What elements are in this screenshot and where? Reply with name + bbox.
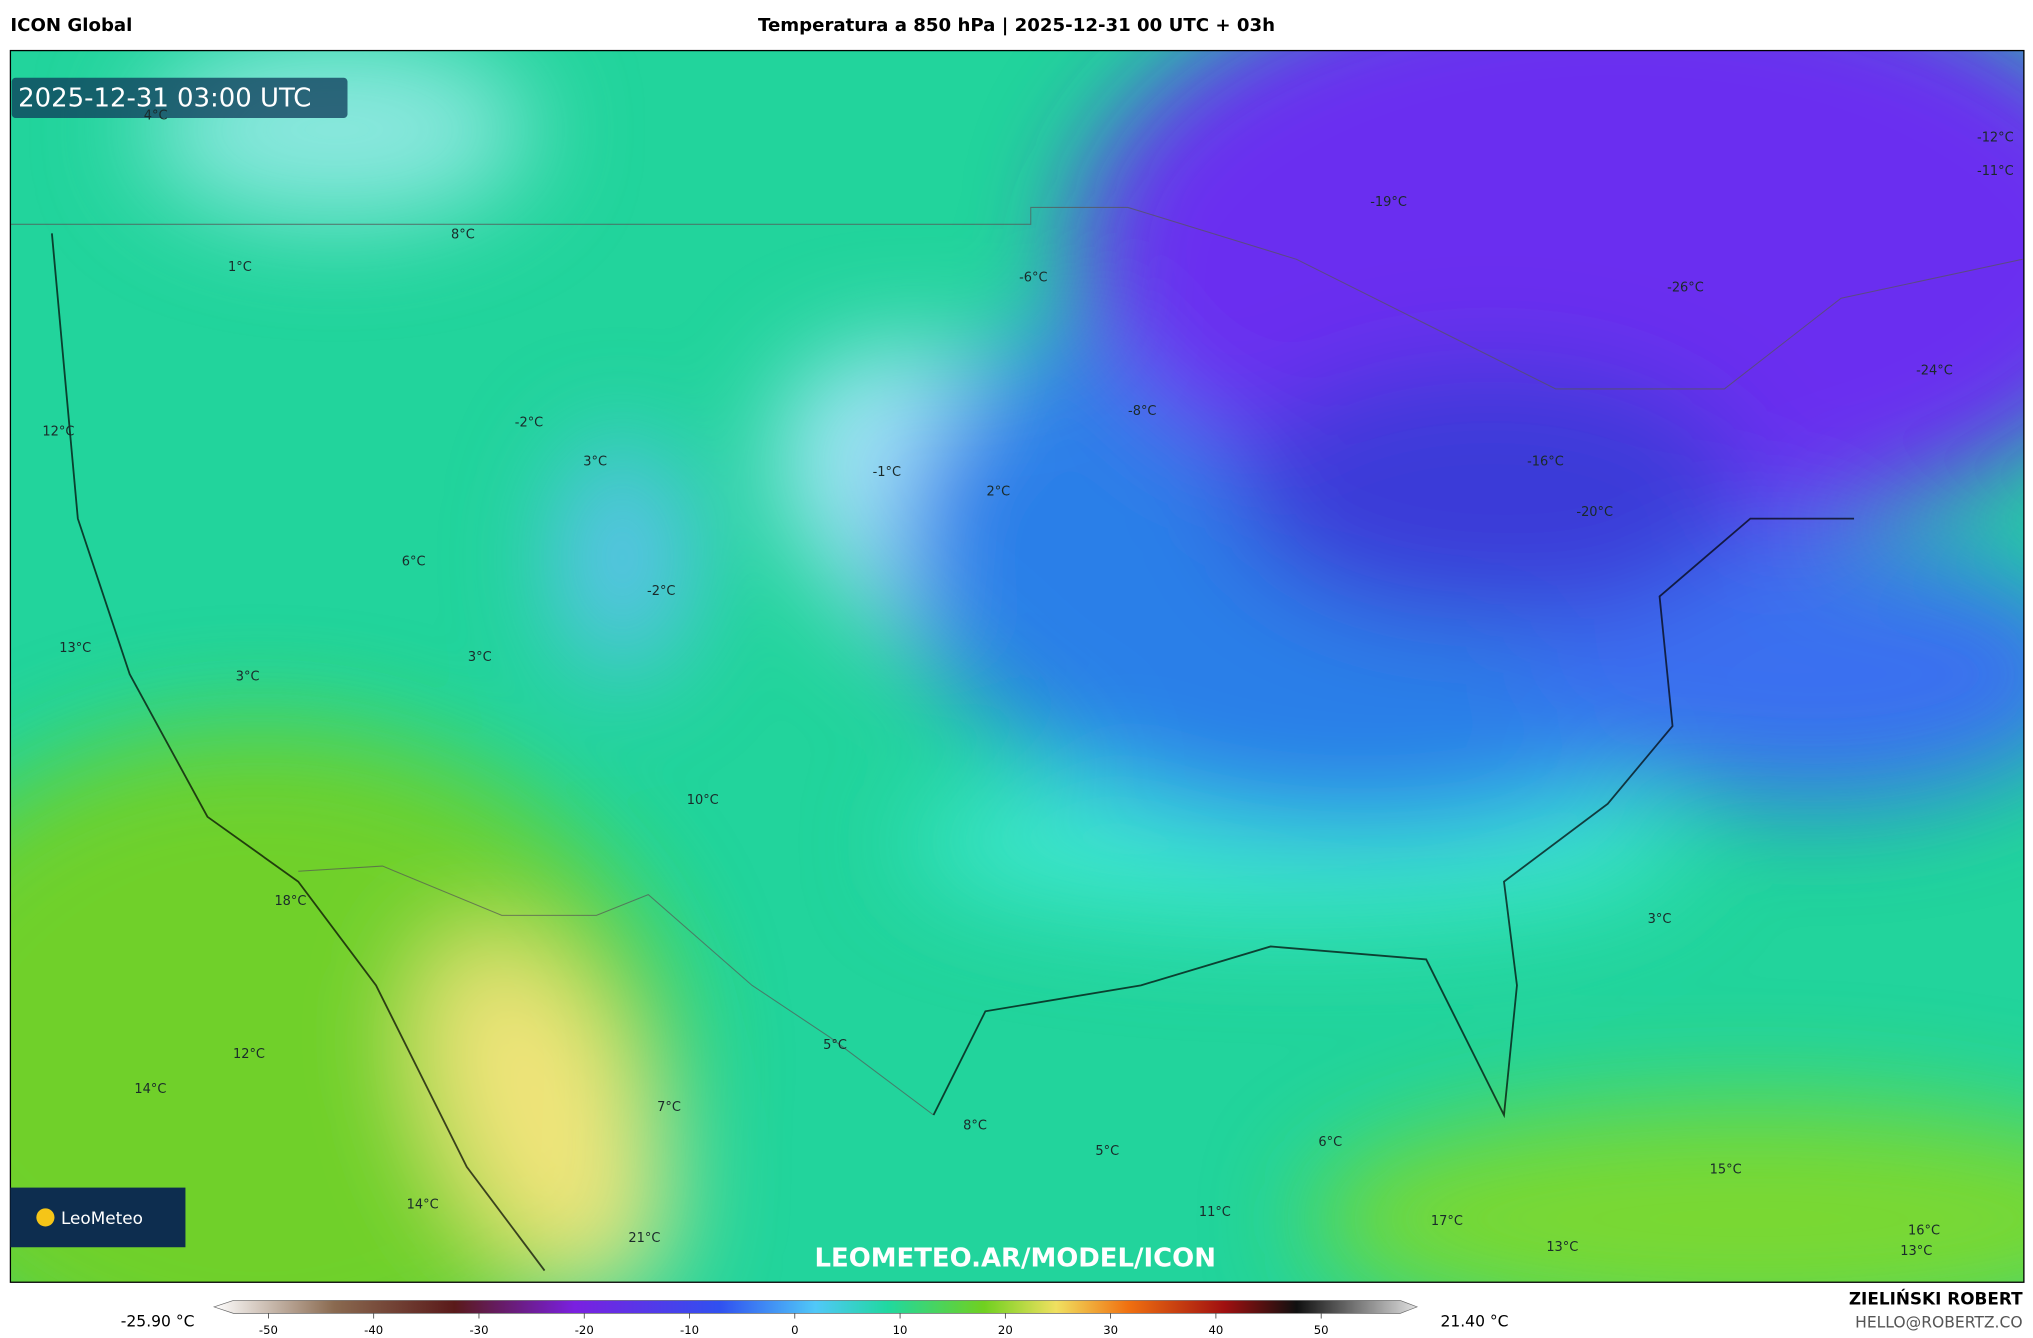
- temperature-label: 17°C: [1431, 1214, 1463, 1229]
- borders: [10, 206, 2023, 1272]
- temperature-label: 13°C: [1546, 1240, 1578, 1255]
- colorbar-tick-label: 10: [893, 1323, 908, 1337]
- timestamp: 2025-12-31 03:00 UTC: [18, 83, 311, 113]
- temperature-label: -19°C: [1370, 195, 1407, 210]
- temperature-label: 8°C: [963, 1118, 987, 1133]
- temperature-label: 10°C: [687, 793, 719, 808]
- temperature-label: 3°C: [583, 454, 607, 469]
- temperature-label: 14°C: [134, 1082, 166, 1097]
- cold-area: [1530, 544, 2024, 804]
- temperature-label: -12°C: [1977, 130, 2014, 145]
- temperature-label: 2°C: [986, 484, 1010, 499]
- temperature-label: 13°C: [1900, 1244, 1932, 1259]
- hot-area: [419, 933, 670, 1283]
- colorbar-tick-label: 50: [1314, 1323, 1329, 1337]
- timestamp-box: [11, 77, 348, 118]
- temperature-label: 5°C: [823, 1038, 847, 1053]
- colorbar-tick-label: 40: [1208, 1323, 1223, 1337]
- temperature-label: 13°C: [59, 641, 91, 656]
- temperature-label: -6°C: [1019, 270, 1047, 285]
- contact: HELLO@ROBERTZ.CO: [1855, 1314, 2022, 1332]
- watermark: LEOMETEO.AR/MODEL/ICON: [815, 1244, 1216, 1274]
- temperature-label: -26°C: [1667, 281, 1704, 296]
- temperature-label: 5°C: [1095, 1144, 1119, 1159]
- temperature-label: 3°C: [1648, 912, 1672, 927]
- colorbar: [212, 1300, 1419, 1314]
- temperature-label: 4°C: [144, 108, 168, 123]
- map-frame: [9, 49, 2025, 1283]
- colorbar-tick-label: -10: [680, 1323, 699, 1337]
- temperature-label: -1°C: [873, 465, 901, 480]
- colorbar-tick-label: -30: [469, 1323, 488, 1337]
- colorbar-tick-label: -20: [575, 1323, 594, 1337]
- border-line: [10, 206, 2023, 390]
- temperature-label: -11°C: [1977, 164, 2014, 179]
- temperature-label: -24°C: [1916, 364, 1953, 379]
- logo-sun: [36, 1208, 55, 1227]
- colorbar-tick-label: 30: [1103, 1323, 1118, 1337]
- coastline: [50, 233, 546, 1272]
- cool-area: [142, 50, 532, 221]
- colorbar-max: 21.40 °C: [1440, 1312, 1508, 1330]
- temperature-label: 21°C: [628, 1231, 660, 1246]
- temperature-label: 1°C: [228, 260, 252, 275]
- temperature-label: 6°C: [402, 554, 426, 569]
- temperature-label: 12°C: [42, 425, 74, 440]
- temperature-label: -16°C: [1527, 454, 1564, 469]
- temperature-labels: 4°C 8°C 1°C -2°C 3°C 12°C -1°C 2°C 6°C -2°C 13°C 3°…: [42, 108, 2013, 1259]
- colorbar-min: -25.90 °C: [121, 1312, 195, 1330]
- logo: LeoMeteo: [61, 1208, 143, 1228]
- temperature-label: -8°C: [1128, 404, 1156, 419]
- colorbar-tick-label: -40: [364, 1323, 383, 1337]
- title: Temperatura a 850 hPa | 2025-12-31 00 UT…: [758, 15, 1275, 36]
- model-name: ICON Global: [10, 15, 132, 36]
- temperature-label: 12°C: [233, 1047, 265, 1062]
- colorbar-tick-label: -50: [259, 1323, 278, 1337]
- colorbar-ticks: -50 -40 -30 -20 -10 0 10 20 30 40 50: [259, 1313, 1329, 1337]
- temperature-label: 11°C: [1199, 1205, 1231, 1220]
- author: ZIELIŃSKI ROBERT: [1849, 1287, 2023, 1308]
- temperature-label: 3°C: [468, 650, 492, 665]
- temperature-label: -2°C: [647, 584, 675, 599]
- border-line: [298, 865, 934, 1116]
- temperature-label: 18°C: [274, 894, 306, 909]
- coastline: [932, 517, 1855, 1119]
- temperature-label: 8°C: [451, 228, 475, 243]
- cold-spot: [557, 440, 688, 675]
- temperature-label: 14°C: [407, 1197, 439, 1212]
- colorbar-tick-label: 20: [998, 1323, 1013, 1337]
- colorbar-tick-label: 0: [791, 1323, 798, 1337]
- very-cold-area: [1231, 363, 1751, 623]
- temperature-label: -2°C: [515, 416, 543, 431]
- temperature-label: 6°C: [1318, 1135, 1342, 1150]
- temperature-label: 16°C: [1908, 1223, 1940, 1238]
- warm-area: [1309, 1102, 2024, 1283]
- temperature-label: 15°C: [1710, 1162, 1742, 1177]
- temperature-label: 3°C: [236, 670, 260, 685]
- temperature-label: -20°C: [1576, 505, 1613, 520]
- temperature-label: 7°C: [657, 1100, 681, 1115]
